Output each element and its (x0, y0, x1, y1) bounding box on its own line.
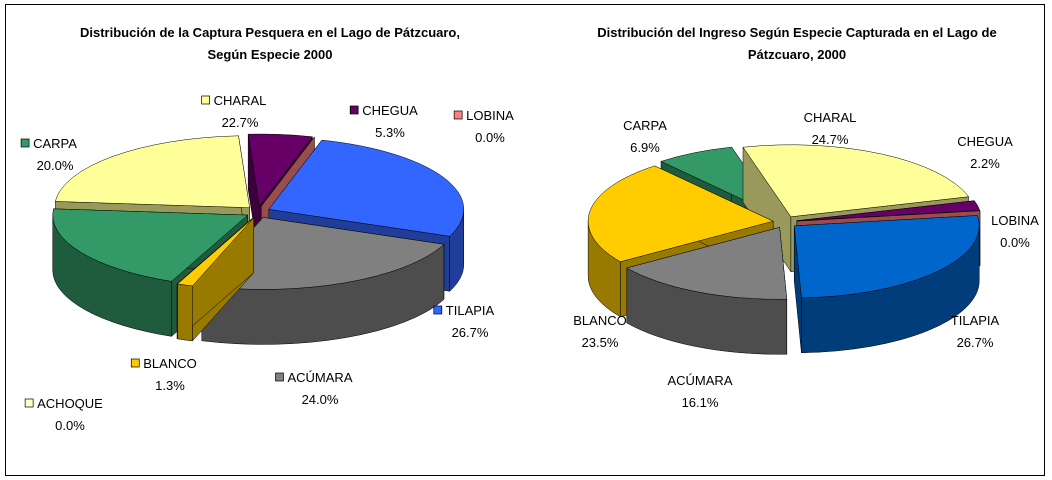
slice-top (587, 165, 774, 263)
label-key (433, 305, 443, 315)
slice-value-label: 26.7% (957, 335, 994, 350)
slice-top (52, 208, 249, 282)
chart-title: Distribución de la Captura Pesquera en e… (80, 25, 460, 62)
slice-label: CARPA (33, 136, 77, 151)
slice-label: ACÚMARA (287, 370, 352, 385)
pie-chart: CHARAL 22.7% CHEGUA 5.3% LOBINA 0.0% TILAPIA 26… (20, 93, 514, 433)
label-key (349, 105, 359, 115)
slice-value-label: 0.0% (55, 418, 85, 433)
label-key (20, 138, 30, 148)
slice-value-label: 0.0% (475, 130, 505, 145)
label-key (201, 95, 210, 105)
slice-side (177, 283, 193, 342)
label-key (275, 372, 284, 382)
slice-top (177, 217, 254, 287)
chart-2: CHARAL 24.7% CHEGUA 2.2% LOBINA 0.0% TILAPIA 26… (520, 0, 1052, 480)
slice-top (247, 133, 313, 207)
slice-label: TILAPIA (951, 313, 1000, 328)
slice-label: BLANCO (143, 356, 196, 371)
slice-top (55, 135, 250, 208)
slice (626, 227, 788, 355)
slice-label: CHEGUA (362, 103, 418, 118)
label-key (453, 110, 463, 120)
slice-value-label: 22.7% (222, 115, 259, 130)
slice-top (626, 227, 788, 300)
slice-value-label: 0.0% (1000, 235, 1030, 250)
slice-label: ACHOQUE (37, 396, 103, 411)
slice-value-label: 5.3% (375, 125, 405, 140)
slice-label: CHARAL (214, 93, 267, 108)
slice-value-label: 26.7% (452, 325, 489, 340)
frame (5, 4, 1045, 476)
label-key (24, 398, 34, 408)
slice-value-label: 16.1% (682, 395, 719, 410)
chart-1: CHARAL 22.7% CHEGUA 5.3% LOBINA 0.0% TILAPIA 26… (0, 0, 520, 480)
slice-value-label: 23.5% (582, 335, 619, 350)
slice-value-label: 24.7% (812, 132, 849, 147)
slice-label: CHARAL (804, 110, 857, 125)
slice-label: BLANCO (573, 313, 626, 328)
slice (201, 216, 445, 345)
slice (793, 215, 980, 354)
slice-label: ACÚMARA (667, 373, 732, 388)
slice-label: TILAPIA (446, 303, 495, 318)
slice-top (742, 144, 970, 218)
slice-value-label: 1.3% (155, 378, 185, 393)
slice-label: LOBINA (466, 108, 514, 123)
slice-label: CARPA (623, 118, 667, 133)
slice-top (796, 200, 981, 221)
slice-value-label: 20.0% (37, 158, 74, 173)
slice-label: CHEGUA (957, 134, 1013, 149)
slice-label: LOBINA (991, 213, 1039, 228)
slice-value-label: 6.9% (630, 140, 660, 155)
pie-chart: CHARAL 24.7% CHEGUA 2.2% LOBINA 0.0% TILAPIA 26… (573, 110, 1039, 410)
label-key (130, 358, 140, 368)
slice-value-label: 2.2% (970, 156, 1000, 171)
slice-top (793, 215, 980, 299)
chart-title: Distribución del Ingreso Según Especie C… (597, 25, 997, 62)
slice (177, 216, 255, 342)
slice-top (268, 139, 464, 237)
slice-value-label: 24.0% (302, 392, 339, 407)
